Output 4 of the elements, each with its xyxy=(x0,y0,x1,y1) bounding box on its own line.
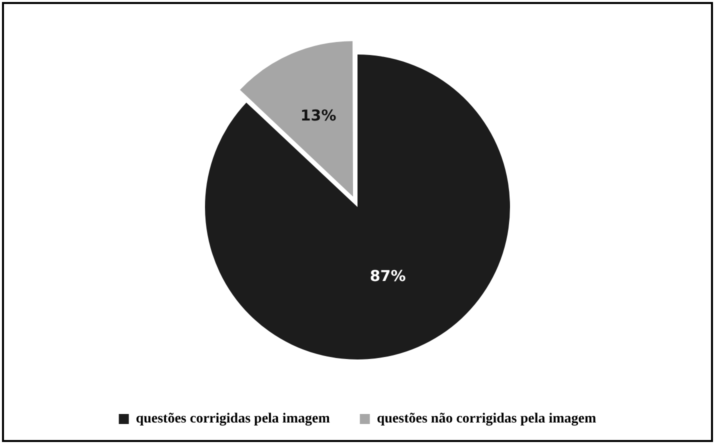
data-label: 13% xyxy=(300,106,336,124)
legend-label: questões corrigidas pela imagem xyxy=(136,412,330,427)
legend-label: questões não corrigidas pela imagem xyxy=(376,412,597,427)
data-label: 87% xyxy=(370,266,406,285)
